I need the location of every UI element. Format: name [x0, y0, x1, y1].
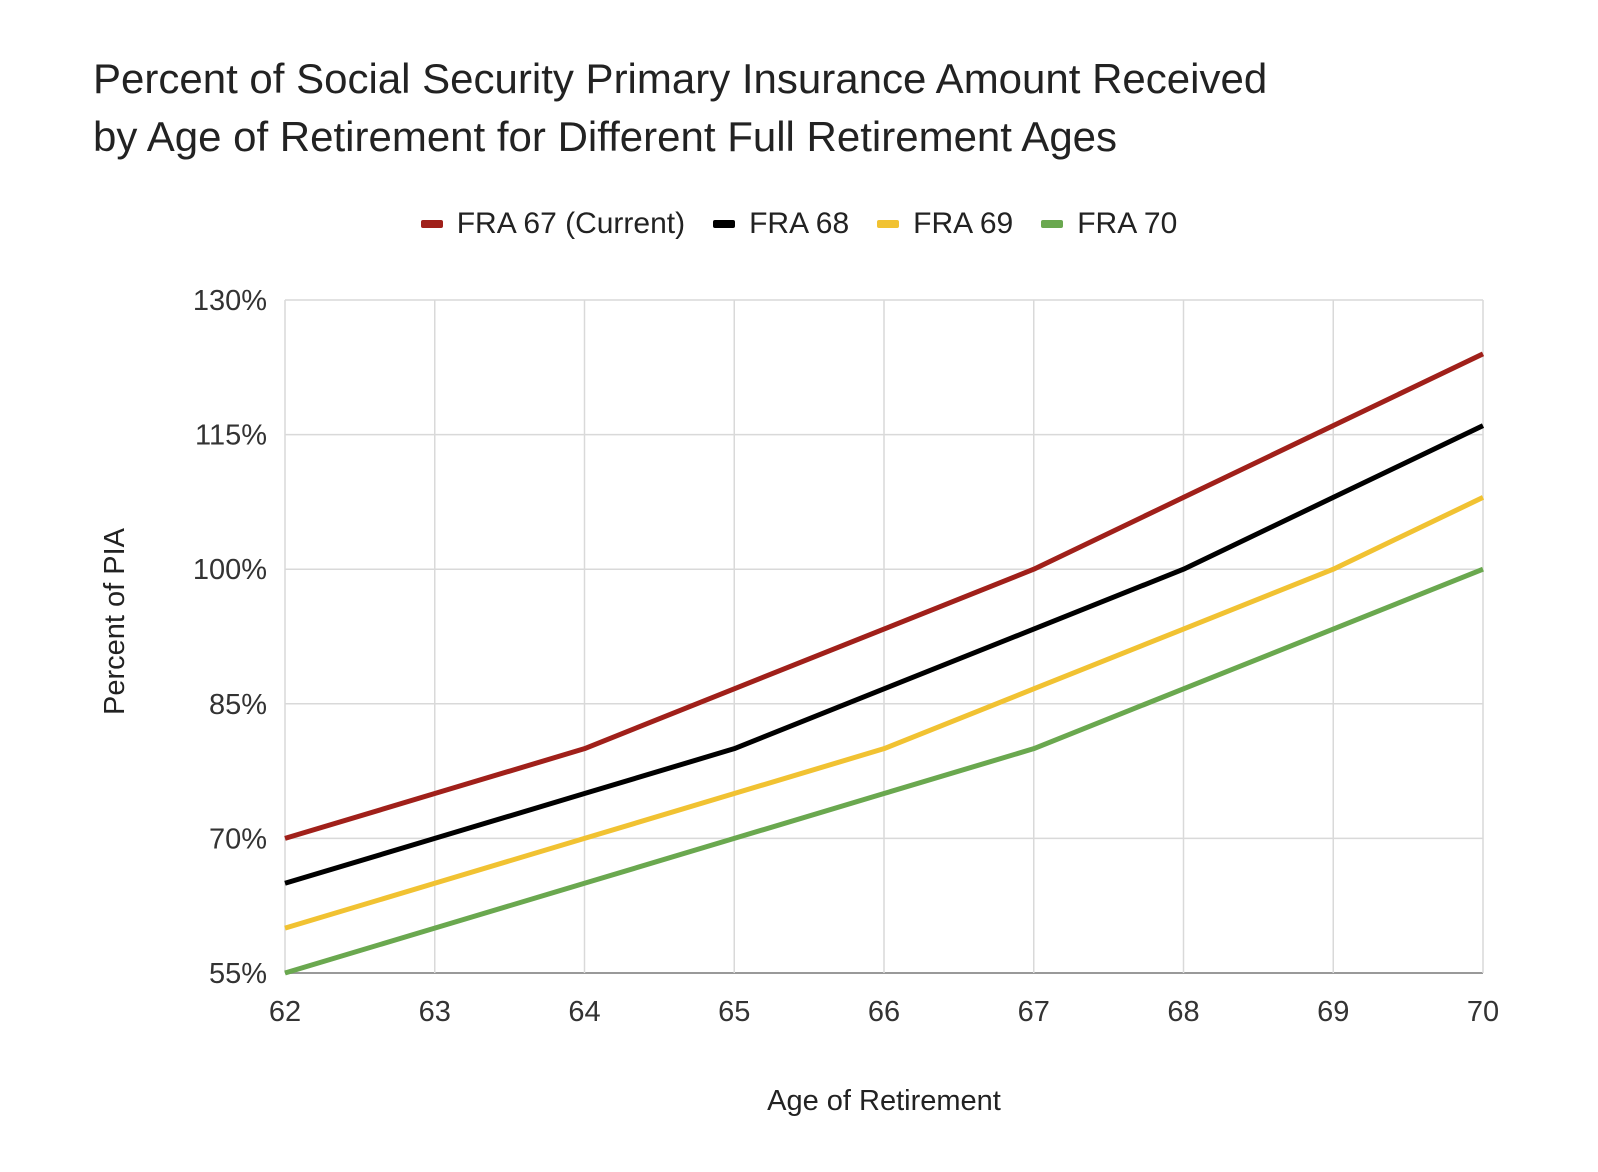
chart-title-line-1: Percent of Social Security Primary Insur…	[93, 55, 1268, 102]
x-axis-title: Age of Retirement	[767, 1085, 1001, 1117]
chart-title-line-2: by Age of Retirement for Different Full …	[93, 113, 1118, 160]
x-tick-label: 63	[419, 996, 451, 1028]
x-tick-label: 67	[1018, 996, 1050, 1028]
legend-label: FRA 70	[1077, 207, 1178, 240]
legend-label: FRA 68	[749, 207, 850, 240]
legend-swatch	[877, 220, 900, 228]
x-tick-label: 62	[269, 996, 301, 1028]
legend-item: FRA 68	[713, 207, 849, 241]
x-tick-label: 64	[568, 996, 600, 1028]
y-tick-label: 100%	[193, 554, 267, 586]
legend-item: FRA 67 (Current)	[420, 207, 686, 241]
chart-title: Percent of Social Security Primary Insur…	[93, 50, 1267, 166]
x-tick-label: 70	[1467, 996, 1499, 1028]
legend-swatch	[1041, 220, 1064, 228]
y-tick-label: 70%	[209, 823, 267, 855]
legend-swatch	[713, 220, 736, 228]
y-tick-label: 55%	[209, 958, 267, 990]
y-tick-label: 85%	[209, 689, 267, 721]
y-tick-label: 130%	[193, 285, 267, 317]
legend-swatch	[420, 220, 443, 228]
y-axis-title: Percent of PIA	[99, 527, 131, 715]
x-tick-label: 65	[718, 996, 750, 1028]
legend: FRA 67 (Current) FRA 68 FRA 69 FRA 70	[0, 202, 1598, 241]
x-tick-label: 68	[1167, 996, 1199, 1028]
legend-item: FRA 70	[1041, 207, 1177, 241]
legend-label: FRA 69	[913, 207, 1014, 240]
y-tick-label: 115%	[195, 420, 267, 452]
x-tick-label: 69	[1317, 996, 1349, 1028]
legend-item: FRA 69	[877, 207, 1013, 241]
x-tick-label: 66	[868, 996, 900, 1028]
legend-label: FRA 67 (Current)	[456, 207, 686, 240]
